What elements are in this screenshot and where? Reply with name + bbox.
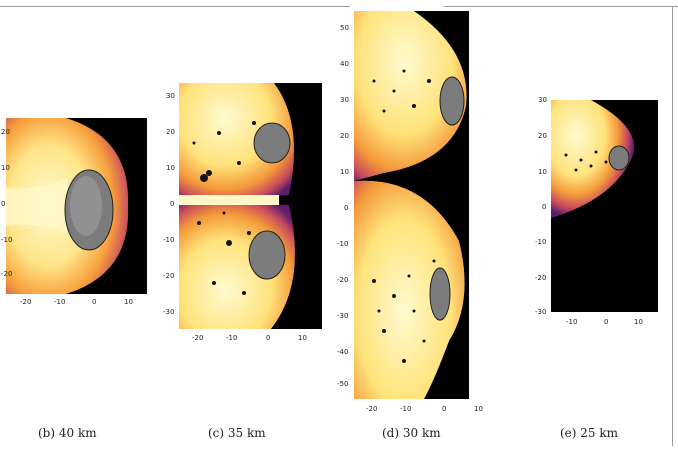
panel-c-caption: (c) 35 km: [208, 426, 266, 440]
panel-d-simulation-image: [354, 11, 469, 399]
panel-b-x-tick: -20: [20, 298, 32, 306]
panel-c-x-tick: -20: [192, 334, 204, 342]
panel-e-y-tick: 10: [538, 168, 547, 176]
panel-e-y-tick: 0: [542, 203, 547, 211]
panel-b-y-tick: 0: [1, 200, 6, 208]
panel-c-y-tick: 30: [166, 92, 175, 100]
panel-c-x-tick: -10: [226, 334, 238, 342]
panel-b-caption: (b) 40 km: [38, 426, 97, 440]
panel-e-x-tick: -10: [566, 318, 578, 326]
panel-e-x-tick: 10: [634, 318, 643, 326]
panel-d-x-tick: -20: [366, 405, 378, 413]
panel-d-x-tick: 0: [442, 405, 447, 413]
panel-c-y-tick: -20: [163, 272, 175, 280]
panel-c-y-tick: 10: [166, 164, 175, 172]
panel-d-caption: (d) 30 km: [382, 426, 441, 440]
panel-b-x-tick: -10: [54, 298, 66, 306]
panel-d-y-tick: 10: [340, 168, 349, 176]
panel-c-y-tick: -10: [163, 236, 175, 244]
panel-e-y-tick: -20: [535, 274, 547, 282]
panel-d-x-tick: 10: [474, 405, 483, 413]
panel-e-y-tick: 30: [538, 96, 547, 104]
panel-d-y-tick: 50: [340, 24, 349, 32]
figure-top-border: [0, 6, 350, 7]
panel-e-x-tick: 0: [604, 318, 609, 326]
panel-d-y-tick: -10: [337, 240, 349, 248]
panel-d-y-tick: -40: [337, 348, 349, 356]
panel-b-y-tick: 20: [1, 128, 10, 136]
panel-b-y-tick: -10: [1, 236, 13, 244]
panel-c-x-tick: 10: [298, 334, 307, 342]
panel-d-y-tick: 40: [340, 60, 349, 68]
panel-d-y-tick: 20: [340, 132, 349, 140]
panel-e-simulation-image: [551, 100, 658, 312]
panel-e-y-tick: -30: [535, 308, 547, 316]
panel-b-y-tick: 10: [1, 164, 10, 172]
panel-d-y-tick: -30: [337, 312, 349, 320]
panel-d-y-tick: 30: [340, 96, 349, 104]
panel-d-y-tick: -20: [337, 276, 349, 284]
panel-d-y-tick: -50: [337, 380, 349, 388]
panel-d-y-tick: 0: [344, 204, 349, 212]
panel-b-x-tick: 0: [92, 298, 97, 306]
panel-c-simulation-image: [179, 83, 322, 329]
panel-c-y-tick: -30: [163, 308, 175, 316]
figure-right-border: [672, 6, 673, 446]
panel-b-simulation-image: [6, 118, 147, 294]
panel-c-y-tick: 0: [170, 200, 175, 208]
panel-c-x-tick: 0: [266, 334, 271, 342]
panel-e-y-tick: 20: [538, 132, 547, 140]
figure-top-border-right: [444, 6, 678, 7]
panel-c-y-tick: 20: [166, 128, 175, 136]
panel-b-x-tick: 10: [124, 298, 133, 306]
panel-e-caption: (e) 25 km: [560, 426, 619, 440]
panel-e-y-tick: -10: [535, 238, 547, 246]
panel-b-y-tick: -20: [1, 270, 13, 278]
panel-d-x-tick: -10: [400, 405, 412, 413]
